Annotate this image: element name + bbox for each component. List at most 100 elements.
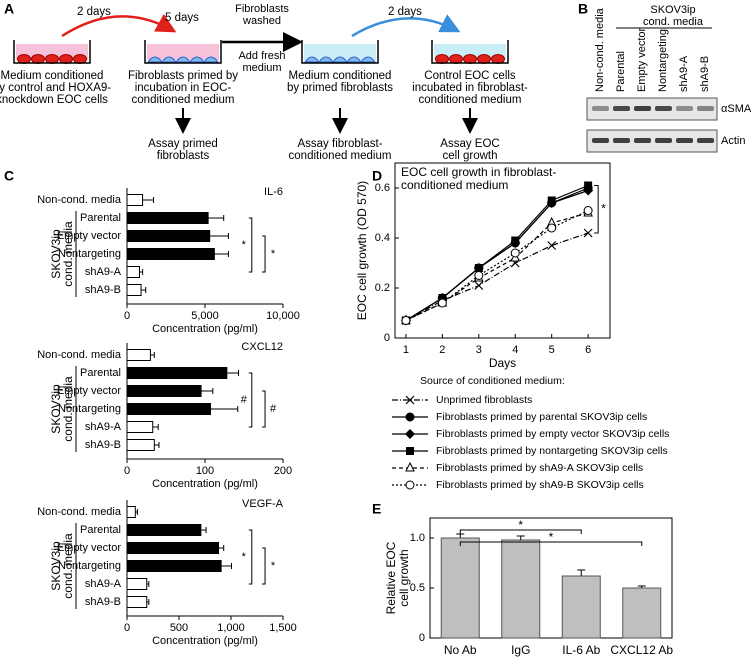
cell [17,54,31,64]
cell [435,54,449,64]
x-tick-label: 2 [439,344,445,356]
legend-label: Fibroblasts primed by shA9-A SKOV3ip cel… [436,462,643,474]
sig-bracket [262,390,266,428]
x-tick-label: 100 [196,465,214,477]
x-tick-label: 0 [124,310,130,322]
legend-label: Fibroblasts primed by nontargeting SKOV3… [436,445,668,457]
legend-marker [405,395,415,405]
marker [583,206,593,215]
lane-label: Empty vector [636,27,648,92]
category-label: shA9-B [85,439,121,451]
group-label: SKOV3ip [49,229,63,279]
category-label: shA9-A [85,421,122,433]
marker [547,241,557,250]
series-line [405,232,589,322]
lane-label: Non-cond. media [594,7,606,92]
legend-label: Unprimed fibroblasts [436,394,532,406]
bar [126,439,155,451]
legend-label: Fibroblasts primed by empty vector SKOV3… [436,428,669,440]
group-label: cond. media [61,376,75,442]
dish [144,40,222,64]
stage-caption: by control and HOXA9- [0,82,111,94]
band [676,138,693,143]
marker [510,248,520,258]
sig-mark: * [601,201,606,215]
assay-label: Assay EOC [440,138,499,150]
band [613,106,630,111]
x-tick-label: 500 [170,622,188,634]
wash-label: Fibroblasts [235,3,289,15]
bar [440,537,480,639]
stage-caption: Medium conditioned [1,70,104,82]
category-label: Non-cond. media [37,194,122,206]
cell [31,54,45,64]
x-tick-label: 3 [476,344,482,356]
dish-medium [147,44,219,60]
x-tick-label: No Ab [444,643,477,657]
timing-label: 2 days [388,6,422,18]
marker [547,196,556,205]
legend-label: Fibroblasts primed by shA9-B SKOV3ip cel… [436,479,644,491]
category-label: Empty vector [57,385,122,397]
category-label: Empty vector [57,542,122,554]
cell [491,54,505,64]
timing-label: 2 days [77,6,111,18]
category-label: Nontargeting [58,403,121,415]
bar [561,575,601,639]
legend-marker [405,412,415,422]
sig-mark: * [271,248,276,260]
bar [126,403,211,415]
group-label: SKOV3ip [650,4,695,16]
sig-bracket [262,235,266,273]
stage-caption: Control EOC cells [424,70,516,82]
bar [126,421,154,433]
legend-marker [405,461,415,472]
band [697,106,714,111]
cell [477,54,491,64]
chart-title: CXCL12 [241,341,283,353]
arrow [61,13,177,38]
series-line [405,189,589,322]
group-label: SKOV3ip [49,384,63,434]
category-label: Nontargeting [58,560,121,572]
category-label: Parental [80,524,121,536]
wash-label: Add fresh [238,50,285,62]
series-line [405,212,589,322]
dish [431,40,509,64]
x-axis-label: Concentration (pg/ml) [152,478,258,490]
series-line [405,184,589,322]
stage-caption: Medium conditioned [289,70,392,82]
protein-label: Actin [721,135,745,147]
bar [622,587,662,639]
x-tick-label: 1 [403,344,409,356]
band [634,138,651,143]
legend-title: Source of conditioned medium: [420,375,565,387]
dish-medium [304,44,376,60]
panel-label: C [4,168,14,184]
chart-title: EOC cell growth in fibroblast- [401,165,556,179]
legend-marker [406,447,414,455]
timing-label: 5 days [165,12,199,24]
lane-label: Nontargeting [657,29,669,92]
lane-label: shA9-A [678,55,690,92]
bar [126,524,202,536]
y-tick-label: 0.6 [375,182,390,194]
stage-caption: incubated in fibroblast- [412,82,528,94]
chart-title: IL-6 [264,186,283,198]
group-label: cond. media [643,16,704,28]
bar [126,230,211,242]
band [655,106,672,111]
category-label: shA9-A [85,578,122,590]
marker [401,316,411,325]
stage-caption: conditioned medium [132,94,235,106]
legend-marker [405,429,415,439]
lane-label: Parental [615,51,627,92]
cell [360,56,376,63]
panel-label: A [4,1,14,17]
lane-label: shA9-B [699,56,711,92]
band [634,106,651,111]
x-tick-label: 1,500 [269,622,297,634]
cell [463,54,477,64]
x-tick-label: 5,000 [191,310,219,322]
x-tick-label: IgG [511,643,530,657]
